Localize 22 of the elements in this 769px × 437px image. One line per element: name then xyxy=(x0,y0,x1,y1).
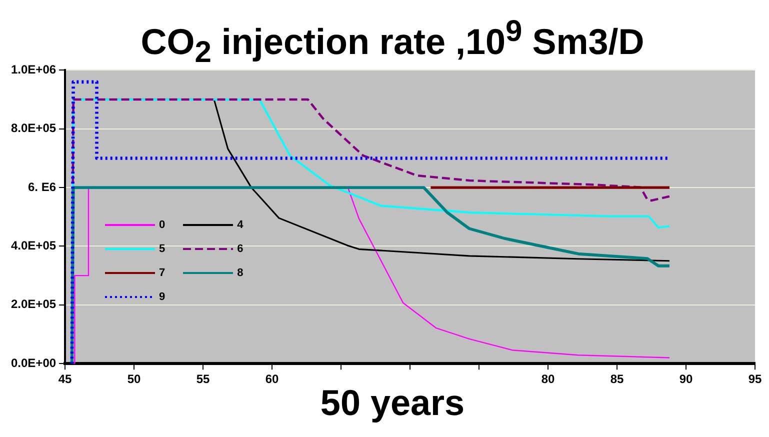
legend-label: 5 xyxy=(159,242,166,255)
x-tick-label: 60 xyxy=(265,372,280,386)
legend-label: 0 xyxy=(159,218,166,231)
legend-label: 9 xyxy=(159,290,166,303)
legend-label: 6 xyxy=(237,242,244,255)
y-tick-label: 0.0E+00 xyxy=(10,356,56,370)
x-axis-title: 50 years xyxy=(320,382,465,423)
legend-label: 4 xyxy=(237,218,244,231)
y-tick-label: 1.0E+06 xyxy=(10,62,56,77)
y-tick-label: 8.0E+05 xyxy=(10,121,56,136)
legend-label: 8 xyxy=(237,266,244,279)
x-tick-label: 80 xyxy=(541,372,556,386)
y-tick-label: 2.0E+05 xyxy=(10,297,56,312)
x-tick-label: 50 xyxy=(127,372,142,386)
y-tick-label: 4.0E+05 xyxy=(10,238,56,253)
x-tick-label: 95 xyxy=(748,372,762,386)
legend-label: 7 xyxy=(159,266,166,279)
y-tick-label: 6. E6 xyxy=(28,180,56,194)
x-tick-label: 85 xyxy=(610,372,624,386)
x-tick-label: 45 xyxy=(58,372,72,386)
x-tick-label: 90 xyxy=(679,372,693,386)
x-tick-label: 55 xyxy=(196,372,210,386)
